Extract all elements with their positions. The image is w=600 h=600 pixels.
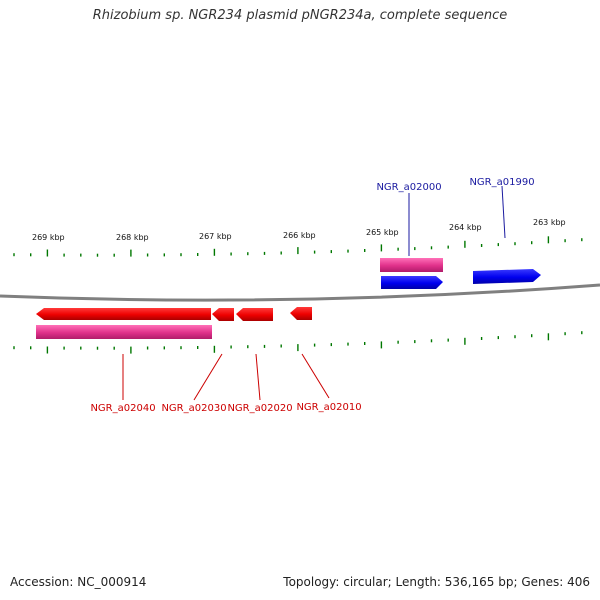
gene-arrow-ngr-a02030[interactable] — [212, 308, 234, 321]
reverse-strand — [36, 307, 312, 339]
gene-arrow-ngr-a02000[interactable] — [381, 276, 443, 289]
kbp-label: 265 kbp — [366, 228, 399, 237]
gene-label-ngr-a02000[interactable]: NGR_a02000 — [376, 182, 441, 193]
gene-label-ngr-a02010[interactable]: NGR_a02010 — [296, 402, 361, 413]
gene-arrow-ngr-a01990[interactable] — [473, 269, 541, 284]
gene-label-ngr-a01990[interactable]: NGR_a01990 — [469, 177, 534, 188]
kbp-label: 268 kbp — [116, 233, 149, 242]
accession-label: Accession: NC_000914 — [10, 575, 147, 589]
forward-strand — [380, 258, 541, 289]
feature-block[interactable] — [36, 325, 212, 339]
tick-track-bottom — [13, 331, 583, 354]
map-title: Rhizobium sp. NGR234 plasmid pNGR234a, c… — [92, 8, 508, 23]
kbp-label: 269 kbp — [32, 233, 65, 242]
kbp-label: 263 kbp — [533, 218, 566, 227]
gene-label-ngr-a02040[interactable]: NGR_a02040 — [90, 403, 155, 414]
label-leader — [301, 353, 330, 399]
kbp-scale: 269 kbp 268 kbp 267 kbp 266 kbp 265 kbp … — [32, 218, 566, 242]
gene-arrow-ngr-a02020[interactable] — [236, 308, 273, 321]
tick-track-top — [13, 236, 583, 257]
kbp-label: 264 kbp — [449, 223, 482, 232]
label-leader — [193, 353, 223, 401]
gene-labels: NGR_a02000 NGR_a01990 NGR_a02040 NGR_a02… — [90, 177, 534, 414]
kbp-label: 266 kbp — [283, 231, 316, 240]
label-leader — [255, 353, 261, 401]
gene-arrow-ngr-a02040[interactable] — [36, 308, 211, 320]
gene-arrow-ngr-a02010[interactable] — [290, 307, 312, 320]
topology-summary: Topology: circular; Length: 536,165 bp; … — [283, 575, 590, 589]
feature-block[interactable] — [380, 258, 443, 272]
gene-label-ngr-a02030[interactable]: NGR_a02030 — [161, 403, 226, 414]
kbp-label: 267 kbp — [199, 232, 232, 241]
label-leader — [501, 185, 506, 239]
gene-label-ngr-a02020[interactable]: NGR_a02020 — [227, 403, 292, 414]
plasmid-backbone — [0, 283, 600, 302]
